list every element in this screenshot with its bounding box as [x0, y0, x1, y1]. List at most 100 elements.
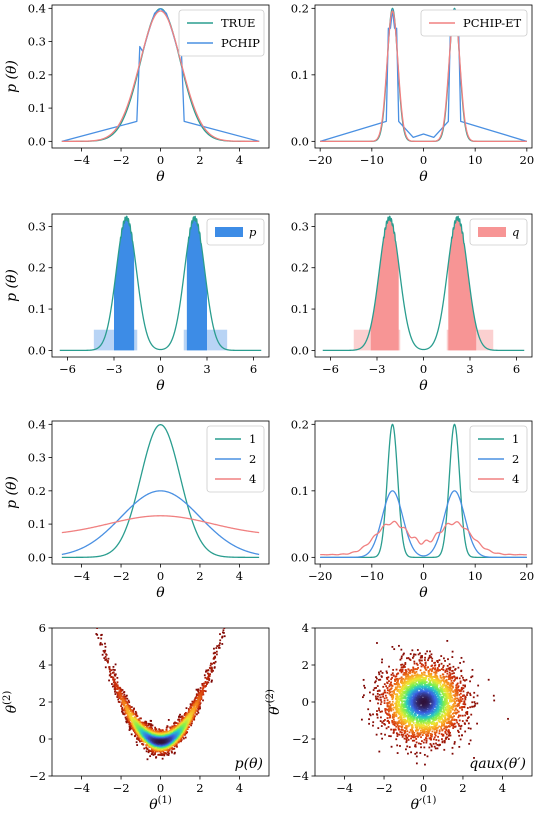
- scatter-point: [429, 733, 432, 735]
- scatter-point: [386, 702, 389, 705]
- scatter-point: [433, 721, 436, 724]
- scatter-point: [399, 691, 402, 694]
- scatter-point: [451, 712, 454, 715]
- scatter-point: [454, 677, 457, 680]
- scatter-point: [136, 737, 139, 739]
- scatter-point: [148, 742, 151, 745]
- scatter-point: [132, 713, 135, 716]
- scatter-point: [390, 728, 393, 731]
- scatter-point: [458, 702, 461, 704]
- scatter-point: [453, 675, 456, 678]
- scatter-point: [456, 711, 459, 714]
- scatter-point: [454, 705, 456, 707]
- scatter-point: [375, 676, 377, 679]
- scatter-point: [434, 668, 437, 671]
- scatter-point: [165, 752, 167, 755]
- scatter-point: [379, 696, 382, 699]
- scatter-point: [423, 746, 426, 749]
- scatter-point: [382, 720, 385, 722]
- scatter-point: [207, 673, 210, 675]
- scatter-point: [452, 725, 455, 727]
- scatter-point: [190, 704, 193, 707]
- scatter-point: [137, 732, 140, 734]
- scatter-point: [134, 713, 137, 716]
- series-line-2: [320, 490, 527, 558]
- scatter-point: [216, 645, 219, 647]
- scatter-point: [395, 738, 398, 741]
- scatter-point: [431, 730, 434, 733]
- scatter-point: [103, 651, 106, 654]
- scatter-point: [378, 750, 381, 753]
- scatter-point: [161, 740, 163, 743]
- scatter-point: [183, 728, 186, 731]
- x-axis-label: θ(1): [149, 795, 172, 813]
- scatter-point: [420, 736, 422, 739]
- scatter-point: [393, 713, 396, 716]
- y-tick-label: 4: [302, 621, 309, 635]
- scatter-point: [150, 724, 153, 727]
- scatter-point: [403, 737, 406, 740]
- scatter-point: [414, 726, 417, 729]
- scatter-point: [199, 699, 202, 702]
- scatter-point: [464, 684, 466, 687]
- scatter-point: [389, 683, 391, 686]
- scatter-point: [452, 703, 455, 706]
- scatter-point: [398, 700, 400, 703]
- y-tick-label: 0.3: [28, 35, 46, 49]
- scatter-point: [443, 684, 445, 687]
- scatter-point: [404, 718, 406, 721]
- scatter-point: [135, 741, 138, 744]
- scatter-point: [386, 682, 389, 685]
- scatter-point: [426, 650, 429, 653]
- scatter-point: [445, 726, 448, 729]
- scatter-point: [388, 690, 391, 692]
- scatter-point: [161, 729, 164, 732]
- scatter-point: [415, 670, 418, 673]
- scatter-point: [438, 659, 441, 662]
- scatter-point: [210, 666, 213, 669]
- scatter-point: [459, 738, 462, 741]
- scatter-point: [396, 705, 399, 708]
- scatter-point: [386, 713, 389, 716]
- scatter-point: [445, 725, 448, 728]
- x-tick-label: −10: [360, 153, 384, 167]
- scatter-point: [435, 729, 438, 732]
- scatter-point: [460, 622, 462, 624]
- x-tick-label: −2: [113, 153, 130, 167]
- scatter-point: [411, 733, 414, 736]
- scatter-point: [391, 698, 394, 701]
- scatter-point: [441, 673, 444, 676]
- legend-label: 4: [249, 472, 256, 486]
- scatter-point: [167, 754, 170, 756]
- scatter-point: [390, 696, 393, 698]
- scatter-point: [445, 668, 448, 671]
- scatter-point: [392, 715, 395, 717]
- scatter-point: [199, 690, 202, 693]
- scatter-point: [433, 745, 436, 748]
- scatter-point: [433, 731, 436, 734]
- scatter-point: [397, 679, 399, 681]
- scatter-point: [447, 717, 450, 720]
- scatter-point: [433, 725, 436, 728]
- scatter-point: [456, 682, 459, 685]
- scatter-point: [401, 670, 404, 673]
- scatter-point: [110, 669, 113, 672]
- scatter-point: [469, 706, 472, 709]
- scatter-point: [396, 709, 399, 712]
- scatter-point: [437, 682, 440, 684]
- scatter-point: [138, 724, 141, 727]
- legend-patch: [215, 227, 243, 237]
- scatter-point: [401, 720, 404, 723]
- scatter-point: [178, 718, 181, 721]
- scatter-point: [436, 667, 439, 669]
- scatter-point: [219, 642, 221, 645]
- scatter-point: [400, 716, 403, 719]
- scatter-point: [396, 724, 399, 727]
- scatter-point: [507, 717, 509, 720]
- scatter-point: [459, 697, 462, 699]
- scatter-point: [206, 677, 209, 680]
- scatter-point: [206, 682, 208, 685]
- scatter-point: [395, 708, 398, 711]
- scatter-point: [170, 750, 173, 753]
- scatter-point: [223, 628, 226, 629]
